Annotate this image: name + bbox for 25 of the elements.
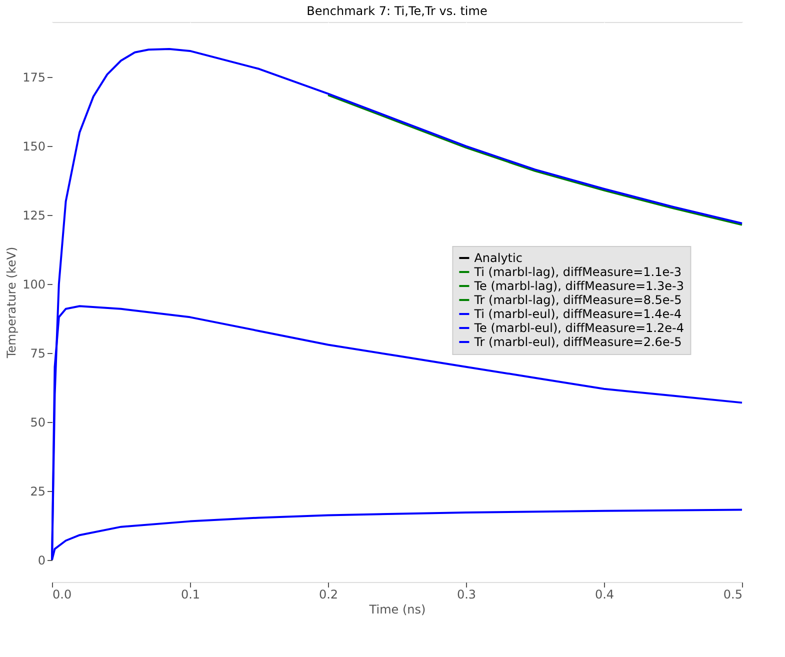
x-tick-label: 0.5 [723, 588, 742, 602]
x-tick-label: 0.3 [456, 588, 476, 602]
y-tick-label: 125 [22, 208, 46, 223]
x-tick-label: 0.2 [318, 588, 338, 602]
y-tick-label: 75 [30, 346, 46, 361]
y-tick-label: 150 [22, 140, 46, 154]
line-series [327, 94, 743, 226]
y-tick-label: 175 [22, 70, 46, 85]
y-tick-label: 25 [30, 484, 46, 498]
x-tick-label: 0.0 [52, 588, 72, 602]
legend-label: Tr (marbl-eul), diffMeasure=2.6e-5 [473, 335, 682, 349]
legend-label: Te (marbl-lag), diffMeasure=1.3e-3 [473, 279, 684, 293]
x-tick-label: 0.4 [594, 588, 614, 602]
y-axis-title: Temperature (keV) [4, 246, 19, 360]
y-tick-label: 50 [30, 416, 46, 430]
x-tick-label: 0.1 [180, 588, 200, 602]
chart-title: Benchmark 7: Ti,Te,Tr vs. time [306, 4, 488, 18]
legend-label: Analytic [474, 251, 522, 265]
y-tick-label: 100 [22, 278, 46, 292]
y-tick-label: 0 [38, 553, 46, 568]
legend-label: Te (marbl-eul), diffMeasure=1.2e-4 [473, 321, 684, 335]
legend-label: Tr (marbl-lag), diffMeasure=8.5e-5 [473, 293, 682, 307]
x-axis-title: Time (ns) [368, 602, 426, 616]
legend-label: Ti (marbl-lag), diffMeasure=1.1e-3 [473, 265, 682, 279]
legend-label: Ti (marbl-eul), diffMeasure=1.4e-4 [473, 307, 682, 321]
